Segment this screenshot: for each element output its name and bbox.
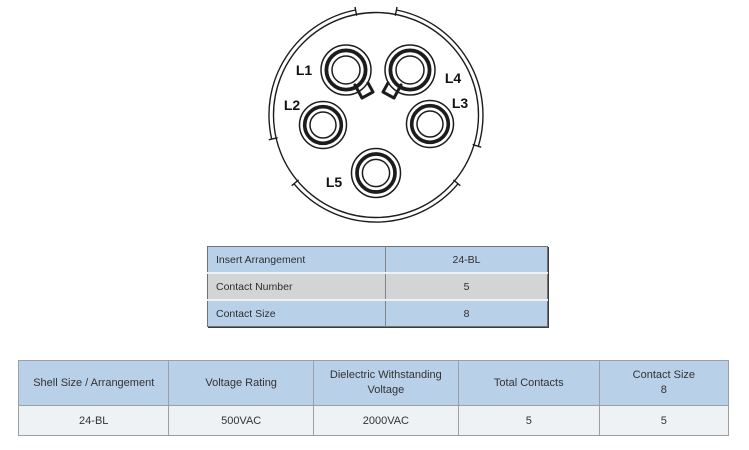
summary-header-dielectric: Dielectric Withstanding Voltage: [312, 360, 459, 406]
insert-spec-table: Insert Arrangement 24-BL Contact Number …: [207, 246, 548, 327]
summary-data-row: 24-BL 500VAC 2000VAC 5 5: [17, 405, 730, 436]
summary-cell-contact-size: 5: [598, 405, 730, 436]
shell-inner-circle: [272, 11, 480, 219]
spec-label-cell: Insert Arrangement: [207, 246, 386, 274]
summary-header-total-contacts: Total Contacts: [457, 360, 600, 406]
contact-cavity-l2: [298, 100, 348, 150]
summary-header-row: Shell Size / Arrangement Voltage Rating …: [17, 360, 730, 406]
contact-label-l4: L4: [445, 70, 462, 86]
summary-header-contact-size-line1: Contact Size: [632, 369, 696, 381]
spec-value-cell: 24-BL: [385, 246, 548, 274]
summary-header-shell-size: Shell Size / Arrangement: [17, 360, 170, 406]
contact-cavity-l3: [405, 99, 455, 149]
contact-label-l3: L3: [452, 95, 469, 111]
contact-label-l1: L1: [296, 62, 313, 78]
summary-header-contact-size: Contact Size 8: [598, 360, 730, 406]
summary-cell-total-contacts: 5: [457, 405, 600, 436]
spec-value-cell: 8: [385, 300, 548, 327]
summary-cell-dielectric: 2000VAC: [312, 405, 459, 436]
keyway-tick-marks: [268, 6, 482, 187]
summary-header-contact-size-line2: 8: [660, 384, 667, 396]
spec-row-contact-number: Contact Number 5: [207, 273, 548, 301]
spec-row-insert-arrangement: Insert Arrangement 24-BL: [207, 246, 548, 274]
contact-label-l5: L5: [326, 174, 343, 190]
summary-cell-shell-size: 24-BL: [17, 405, 170, 436]
series-summary-table: Shell Size / Arrangement Voltage Rating …: [17, 360, 730, 436]
shell-outer-arcs: [268, 9, 484, 223]
contact-label-l2: L2: [284, 97, 301, 113]
summary-cell-voltage-rating: 500VAC: [168, 405, 314, 436]
spec-label-cell: Contact Size: [207, 300, 386, 327]
insert-arrangement-diagram: L1 L2 L3 L4 L5: [268, 6, 484, 223]
spec-row-contact-size: Contact Size 8: [207, 300, 548, 327]
spec-value-cell: 5: [385, 273, 548, 301]
contact-cavity-l1: [320, 44, 375, 100]
polarization-key-left: [353, 81, 375, 100]
summary-header-voltage-rating: Voltage Rating: [168, 360, 314, 406]
contact-cavity-l4: [381, 44, 436, 100]
contact-cavity-l5: [350, 147, 402, 199]
spec-label-cell: Contact Number: [207, 273, 386, 301]
polarization-key-right: [381, 81, 403, 100]
